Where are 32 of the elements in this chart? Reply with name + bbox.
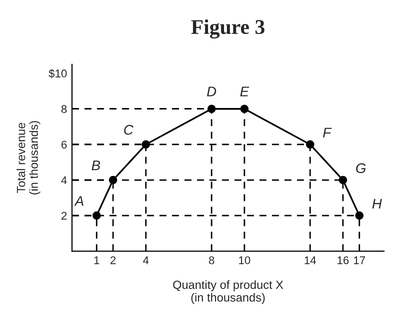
point xyxy=(92,211,101,220)
x-tick-label: 8 xyxy=(208,256,214,264)
y-tick-label: 2 xyxy=(62,212,67,220)
annotation: B xyxy=(92,160,100,170)
chart-title: Figure 3 xyxy=(191,19,264,38)
x-tick-label: 4 xyxy=(143,256,149,264)
y-tick-label: 6 xyxy=(62,140,67,149)
point xyxy=(108,176,118,184)
y-tick-label: 4 xyxy=(61,176,67,184)
x-tick-label: 17 xyxy=(354,256,365,264)
x-tick-label: 10 xyxy=(239,256,250,264)
annotation: C xyxy=(124,124,134,135)
annotation: A xyxy=(74,196,84,206)
x-tick-label: 16 xyxy=(338,256,349,264)
annotation: D xyxy=(206,86,216,96)
annotation: H xyxy=(372,198,382,209)
point xyxy=(142,140,150,149)
x-tick-label: 14 xyxy=(304,256,316,264)
x-tick-label: 2 xyxy=(110,256,116,264)
y-tick-label: 8 xyxy=(61,105,67,113)
y-axis-title: Total revenue (in thousands) xyxy=(16,121,40,194)
x-tick-label: 1 xyxy=(94,256,100,264)
annotation: E xyxy=(240,86,250,96)
x-axis-title: Quantity of product X (in thousands) xyxy=(173,280,284,304)
point xyxy=(355,211,364,220)
point xyxy=(240,104,249,114)
annotation: F xyxy=(323,128,332,138)
y-tick-label: $10 xyxy=(48,69,67,78)
point xyxy=(207,104,216,114)
point xyxy=(338,176,348,184)
point xyxy=(306,140,314,149)
annotation: G xyxy=(356,163,366,174)
